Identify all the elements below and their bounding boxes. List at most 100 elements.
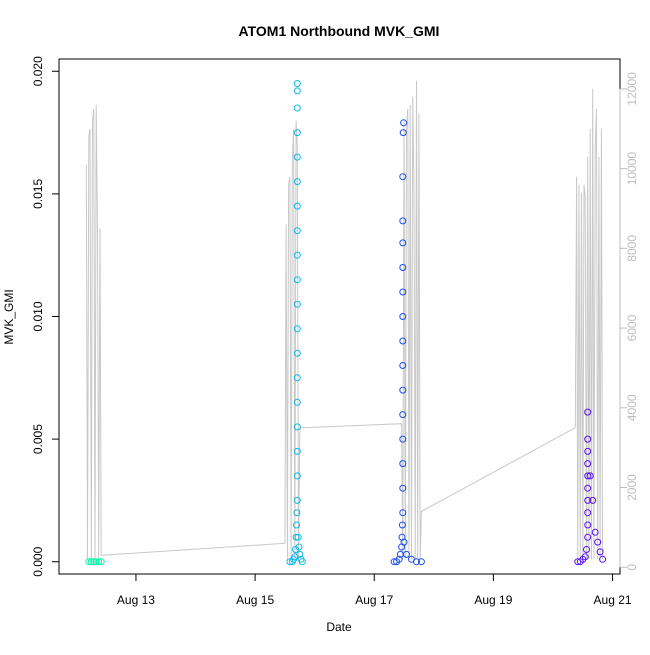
data-point: [399, 129, 407, 137]
data-point: [584, 447, 592, 455]
y-tick-label: 0.020: [31, 56, 45, 86]
series-1: [85, 558, 105, 566]
data-point: [293, 300, 301, 308]
data-point: [293, 80, 301, 87]
data-point: [399, 217, 407, 225]
data-point: [584, 484, 592, 492]
y-tick-label: 0.015: [31, 179, 45, 209]
series-2: [286, 80, 306, 566]
data-point: [584, 472, 592, 480]
y-tick-label: 0.005: [31, 424, 45, 454]
data-point: [400, 538, 408, 546]
series-3: [390, 119, 425, 566]
y2-tick-label: 12000: [625, 72, 639, 106]
data-point: [399, 460, 407, 468]
data-point: [293, 398, 301, 406]
data-point: [395, 555, 403, 563]
data-point: [584, 509, 592, 517]
data-point: [586, 472, 594, 480]
data-point: [296, 550, 304, 558]
y2-tick-label: 0: [625, 564, 639, 571]
data-point: [294, 533, 302, 541]
data-point: [584, 408, 592, 416]
y2-tick-label: 10000: [625, 152, 639, 186]
data-point: [92, 558, 100, 566]
data-point: [584, 533, 592, 541]
chart-title: ATOM1 Northbound MVK_GMI: [239, 23, 440, 39]
data-point: [399, 484, 407, 492]
data-point: [399, 288, 407, 296]
data-point: [599, 555, 607, 563]
data-point: [293, 202, 301, 210]
data-point: [398, 521, 406, 529]
data-point: [293, 178, 301, 186]
data-point: [293, 447, 301, 455]
data-point: [293, 276, 301, 284]
data-point: [584, 496, 592, 504]
data-point: [399, 411, 407, 419]
data-point: [293, 423, 301, 431]
data-point: [87, 558, 95, 566]
data-point: [295, 543, 303, 551]
data-point: [400, 119, 408, 127]
data-point: [413, 558, 420, 566]
data-point: [90, 558, 98, 566]
data-point: [293, 374, 301, 382]
x-tick-label: Aug 13: [117, 593, 155, 607]
y2-tick-label: 4000: [625, 394, 639, 421]
data-point: [286, 558, 294, 566]
data-point: [399, 264, 407, 271]
data-point: [293, 509, 301, 517]
data-point: [293, 349, 301, 357]
data-point: [399, 509, 407, 517]
x-tick-label: Aug 21: [594, 593, 632, 607]
data-point: [293, 521, 300, 529]
data-point: [417, 558, 425, 566]
data-point: [399, 239, 407, 247]
y2-tick-label: 2000: [625, 474, 639, 501]
data-point: [293, 87, 301, 95]
data-point: [293, 129, 301, 137]
secondary-series-line: [85, 80, 604, 560]
data-point: [399, 362, 407, 369]
data-point: [293, 104, 301, 112]
data-point: [584, 521, 592, 529]
y2-tick-label: 6000: [625, 314, 639, 341]
data-point: [596, 548, 604, 556]
data-point: [403, 550, 410, 558]
data-point: [581, 553, 589, 561]
data-point: [293, 251, 301, 259]
data-point: [399, 435, 407, 443]
series-4: [574, 408, 607, 566]
data-point: [97, 558, 105, 566]
data-point: [584, 460, 592, 468]
y-tick-label: 0.000: [31, 546, 45, 576]
data-point: [298, 558, 306, 566]
data-point: [399, 337, 407, 345]
axes-layer: Aug 13 Aug 15 Aug 17 Aug 19 Aug 21 0.000 0.005…: [31, 56, 639, 607]
data-point: [293, 472, 301, 480]
data-point: [591, 528, 599, 536]
data-point: [95, 558, 103, 566]
data-point: [399, 313, 407, 320]
data-point: [293, 227, 301, 235]
data-point: [293, 153, 301, 161]
y-tick-label: 0.010: [31, 301, 45, 331]
y2-tick-label: 8000: [625, 235, 639, 262]
points-layer: [85, 80, 607, 566]
data-point: [594, 538, 602, 546]
x-axis-label: Date: [326, 620, 352, 634]
x-tick-label: Aug 19: [474, 593, 512, 607]
data-point: [583, 546, 590, 553]
data-point: [399, 173, 407, 181]
y-axis-label: MVK_GMI: [2, 289, 16, 344]
data-point: [292, 533, 300, 541]
x-tick-label: Aug 15: [236, 593, 274, 607]
x-tick-label: Aug 17: [355, 593, 393, 607]
data-point: [293, 496, 301, 504]
data-point: [293, 325, 301, 333]
secondary-series-layer: [85, 80, 604, 560]
